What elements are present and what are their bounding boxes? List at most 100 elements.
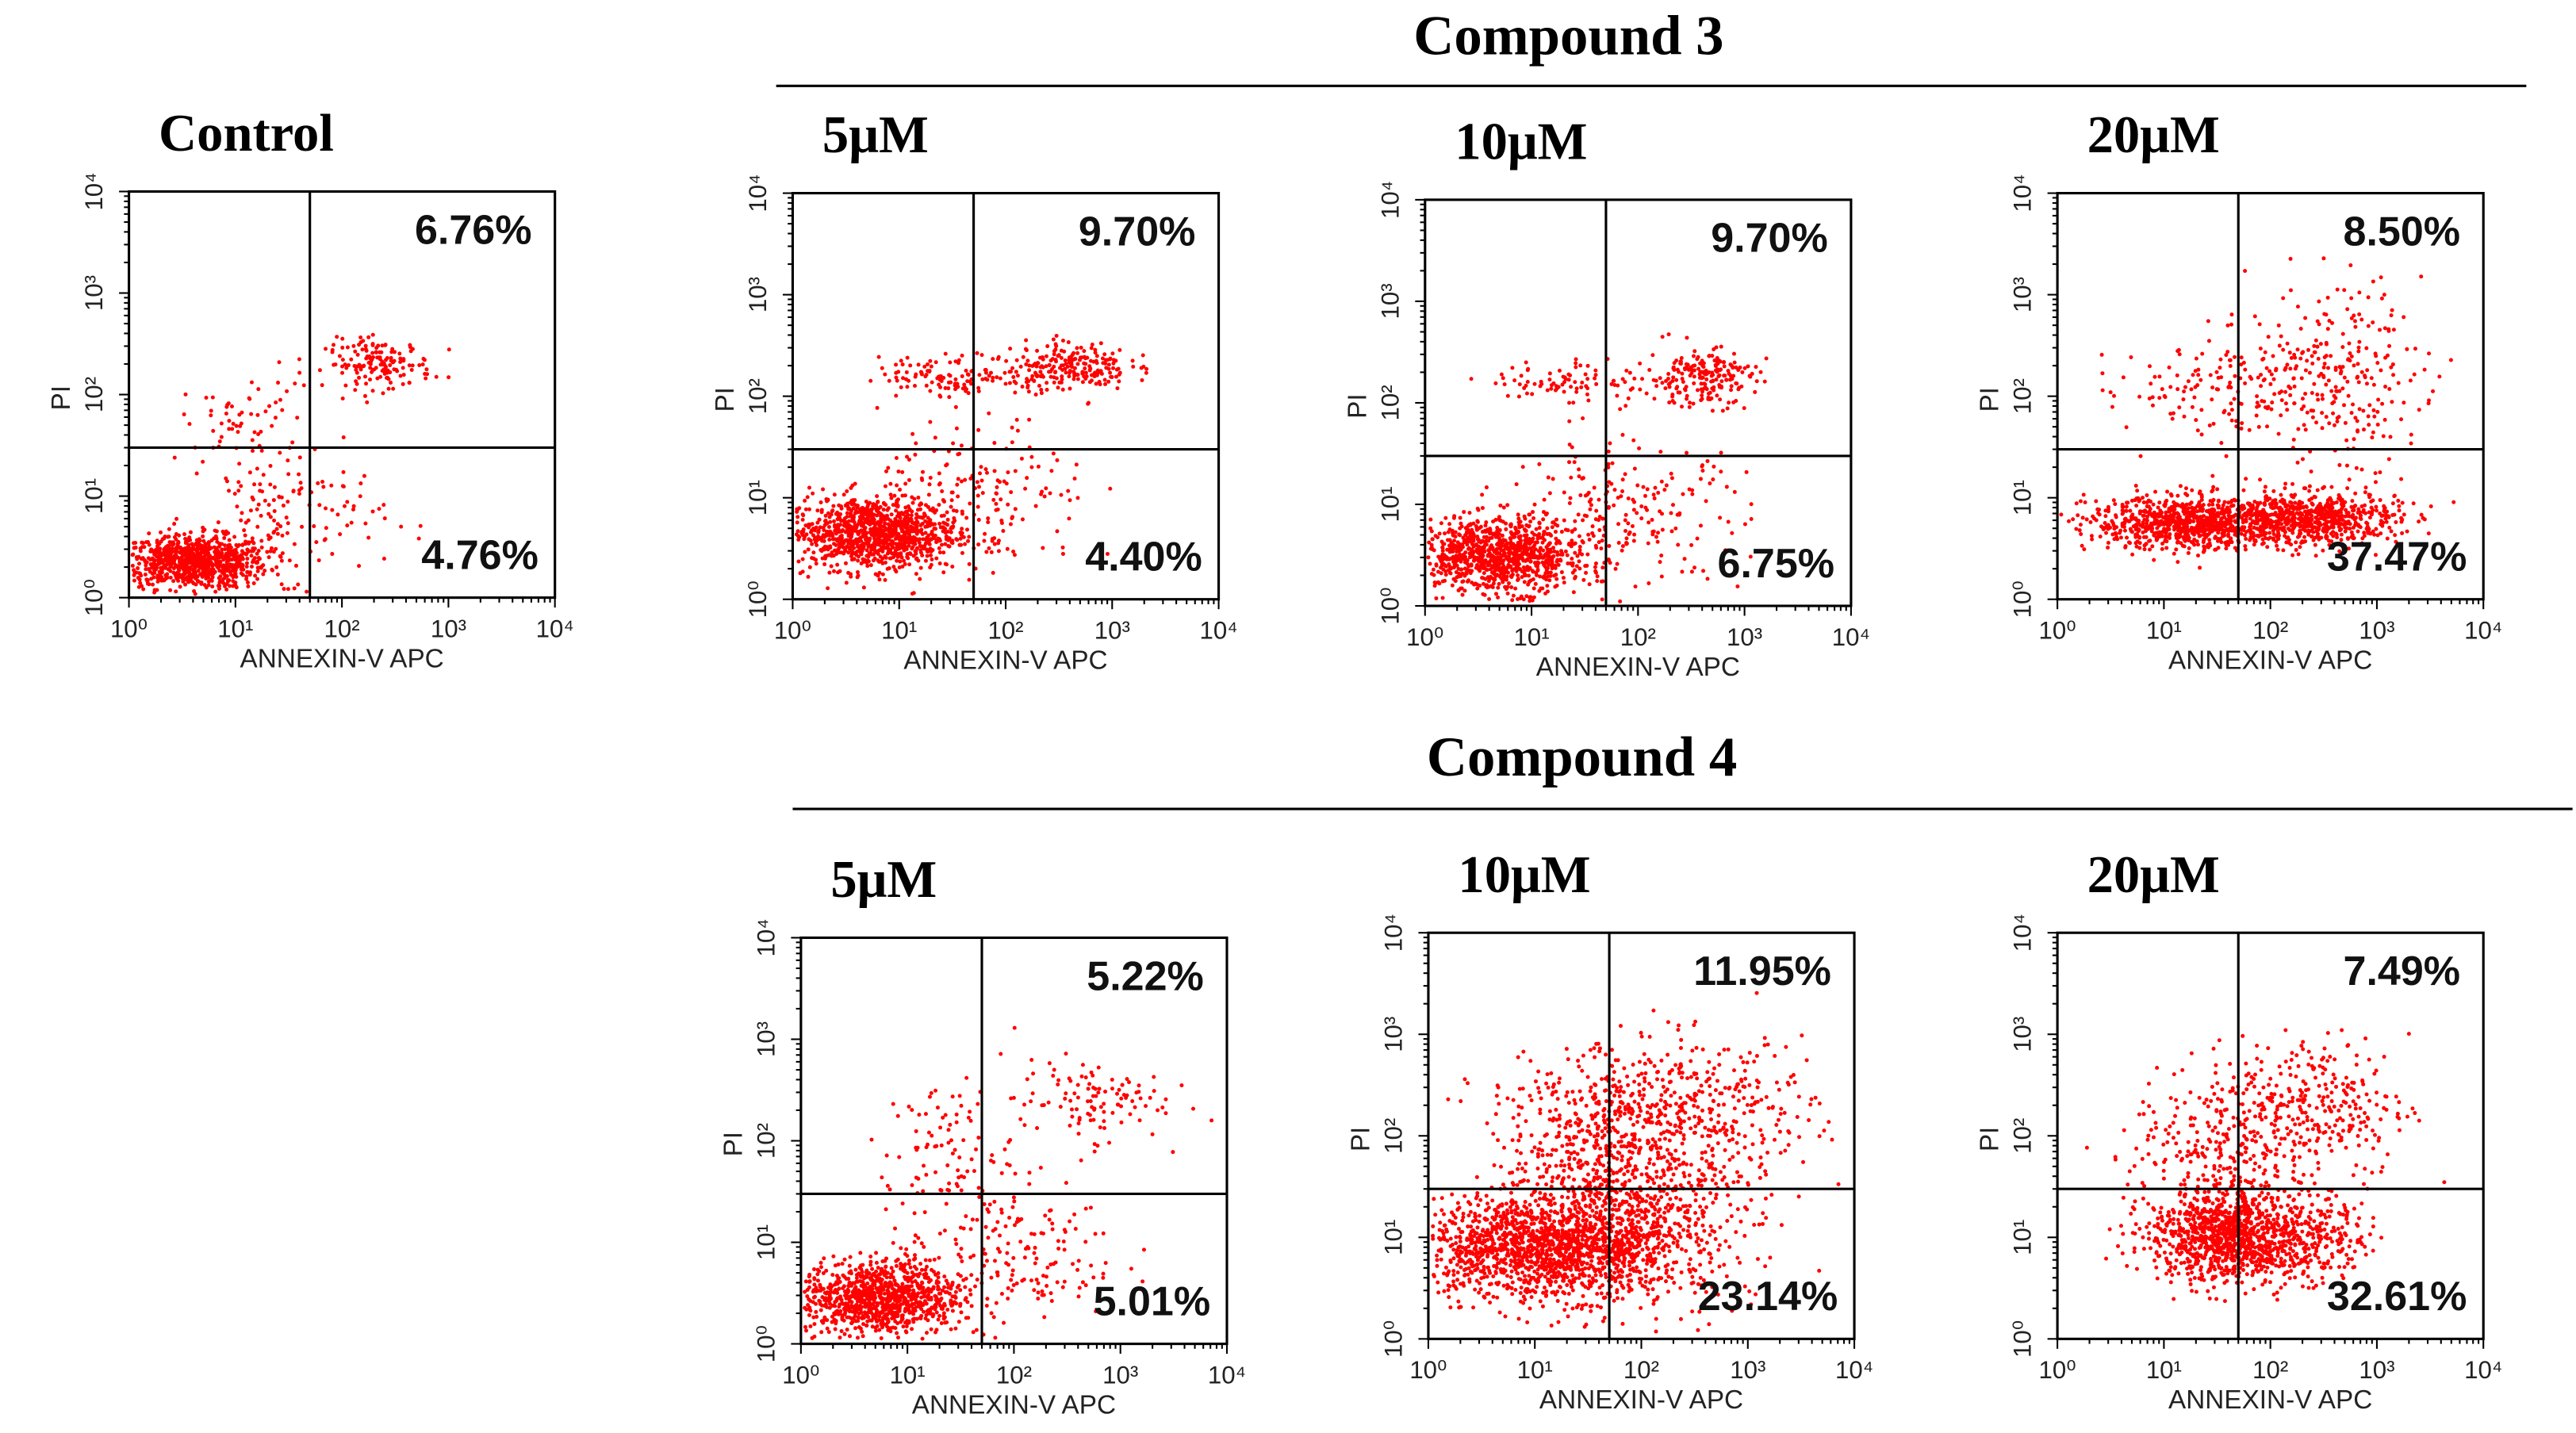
event-dot xyxy=(1463,554,1468,559)
event-dot xyxy=(1451,559,1456,564)
event-dot xyxy=(1586,398,1591,403)
event-dot xyxy=(963,542,968,546)
event-dot xyxy=(1451,515,1456,520)
event-dot xyxy=(251,546,255,551)
event-dot xyxy=(822,555,827,560)
event-dot xyxy=(1708,481,1712,486)
event-dot xyxy=(407,381,412,385)
event-dot xyxy=(910,495,914,500)
event-dot xyxy=(138,580,143,585)
event-dot xyxy=(176,539,181,544)
event-dot xyxy=(943,521,948,526)
event-dot xyxy=(868,563,873,568)
event-dot xyxy=(1097,380,1102,385)
event-dot xyxy=(1650,518,1654,523)
x-tick-label: 10³ xyxy=(1727,623,1762,651)
event-dot xyxy=(919,476,924,481)
event-dot xyxy=(1064,370,1068,375)
event-dot xyxy=(863,519,868,524)
event-dot xyxy=(274,400,278,405)
event-dot xyxy=(875,506,880,511)
event-dot xyxy=(1443,578,1447,583)
event-dot xyxy=(165,572,170,577)
event-dot xyxy=(298,481,303,485)
event-dot xyxy=(1664,483,1669,488)
event-dot xyxy=(1510,598,1515,603)
event-dot xyxy=(899,358,903,363)
event-dot xyxy=(1667,400,1672,405)
event-dot xyxy=(301,383,306,388)
event-dot xyxy=(274,565,279,569)
event-dot xyxy=(1020,517,1025,522)
event-dot xyxy=(937,546,941,550)
event-dot xyxy=(1044,364,1048,369)
event-dot xyxy=(1087,368,1092,373)
event-dot xyxy=(872,518,876,523)
event-dot xyxy=(966,373,971,377)
event-dot xyxy=(1568,373,1573,377)
event-dot xyxy=(1626,396,1631,400)
event-dot xyxy=(378,350,382,354)
event-dot xyxy=(910,592,914,596)
event-dot xyxy=(1102,352,1107,357)
event-dot xyxy=(1452,538,1457,543)
event-dot xyxy=(1095,368,1100,373)
event-dot xyxy=(953,359,958,364)
event-dot xyxy=(1075,496,1080,500)
event-dot xyxy=(1588,507,1593,512)
event-dot xyxy=(136,571,141,576)
event-dot xyxy=(199,550,204,554)
event-dot xyxy=(1669,476,1674,481)
event-dot xyxy=(237,462,242,466)
event-dot xyxy=(153,558,158,563)
event-dot xyxy=(337,354,342,358)
event-dot xyxy=(934,556,939,561)
event-dot xyxy=(188,530,193,535)
event-dot xyxy=(370,343,375,347)
event-dot xyxy=(190,542,194,546)
event-dot xyxy=(1110,351,1115,356)
event-dot xyxy=(1039,492,1044,496)
event-dot xyxy=(1685,450,1689,455)
event-dot xyxy=(1493,381,1498,385)
event-dot xyxy=(1719,379,1724,384)
event-dot xyxy=(910,500,915,505)
event-dot xyxy=(2078,523,2083,527)
event-dot xyxy=(1711,477,1715,482)
event-dot xyxy=(869,511,874,515)
event-dot xyxy=(2078,499,2083,504)
event-dot xyxy=(960,527,964,531)
event-dot xyxy=(1573,519,1577,523)
event-dot xyxy=(386,386,391,391)
event-dot xyxy=(235,504,240,509)
event-dot xyxy=(340,370,345,375)
event-dot xyxy=(1652,397,1657,401)
event-dot xyxy=(987,411,991,416)
event-dot xyxy=(852,519,857,524)
event-dot xyxy=(1719,450,1723,455)
y-tick-label: 10⁴ xyxy=(744,174,772,212)
event-dot xyxy=(358,481,363,486)
event-dot xyxy=(1646,520,1651,525)
event-dot xyxy=(1079,345,1083,350)
event-dot xyxy=(1478,565,1483,570)
event-dot xyxy=(1659,479,1664,484)
event-dot xyxy=(230,569,235,573)
event-dot xyxy=(1527,512,1531,517)
event-dot xyxy=(1511,593,1516,598)
event-dot xyxy=(1516,596,1520,601)
event-dot xyxy=(899,526,903,531)
event-dot xyxy=(992,542,997,546)
event-dot xyxy=(1720,408,1725,413)
event-dot xyxy=(266,503,271,508)
event-dot xyxy=(1623,529,1628,534)
event-dot xyxy=(385,356,389,361)
event-dot xyxy=(1501,566,1506,571)
event-dot xyxy=(1587,538,1592,542)
event-dot xyxy=(1513,559,1518,564)
y-tick-label: 10⁰ xyxy=(744,580,772,618)
event-dot xyxy=(345,500,350,504)
event-dot xyxy=(1105,358,1110,362)
event-dot xyxy=(243,520,248,525)
